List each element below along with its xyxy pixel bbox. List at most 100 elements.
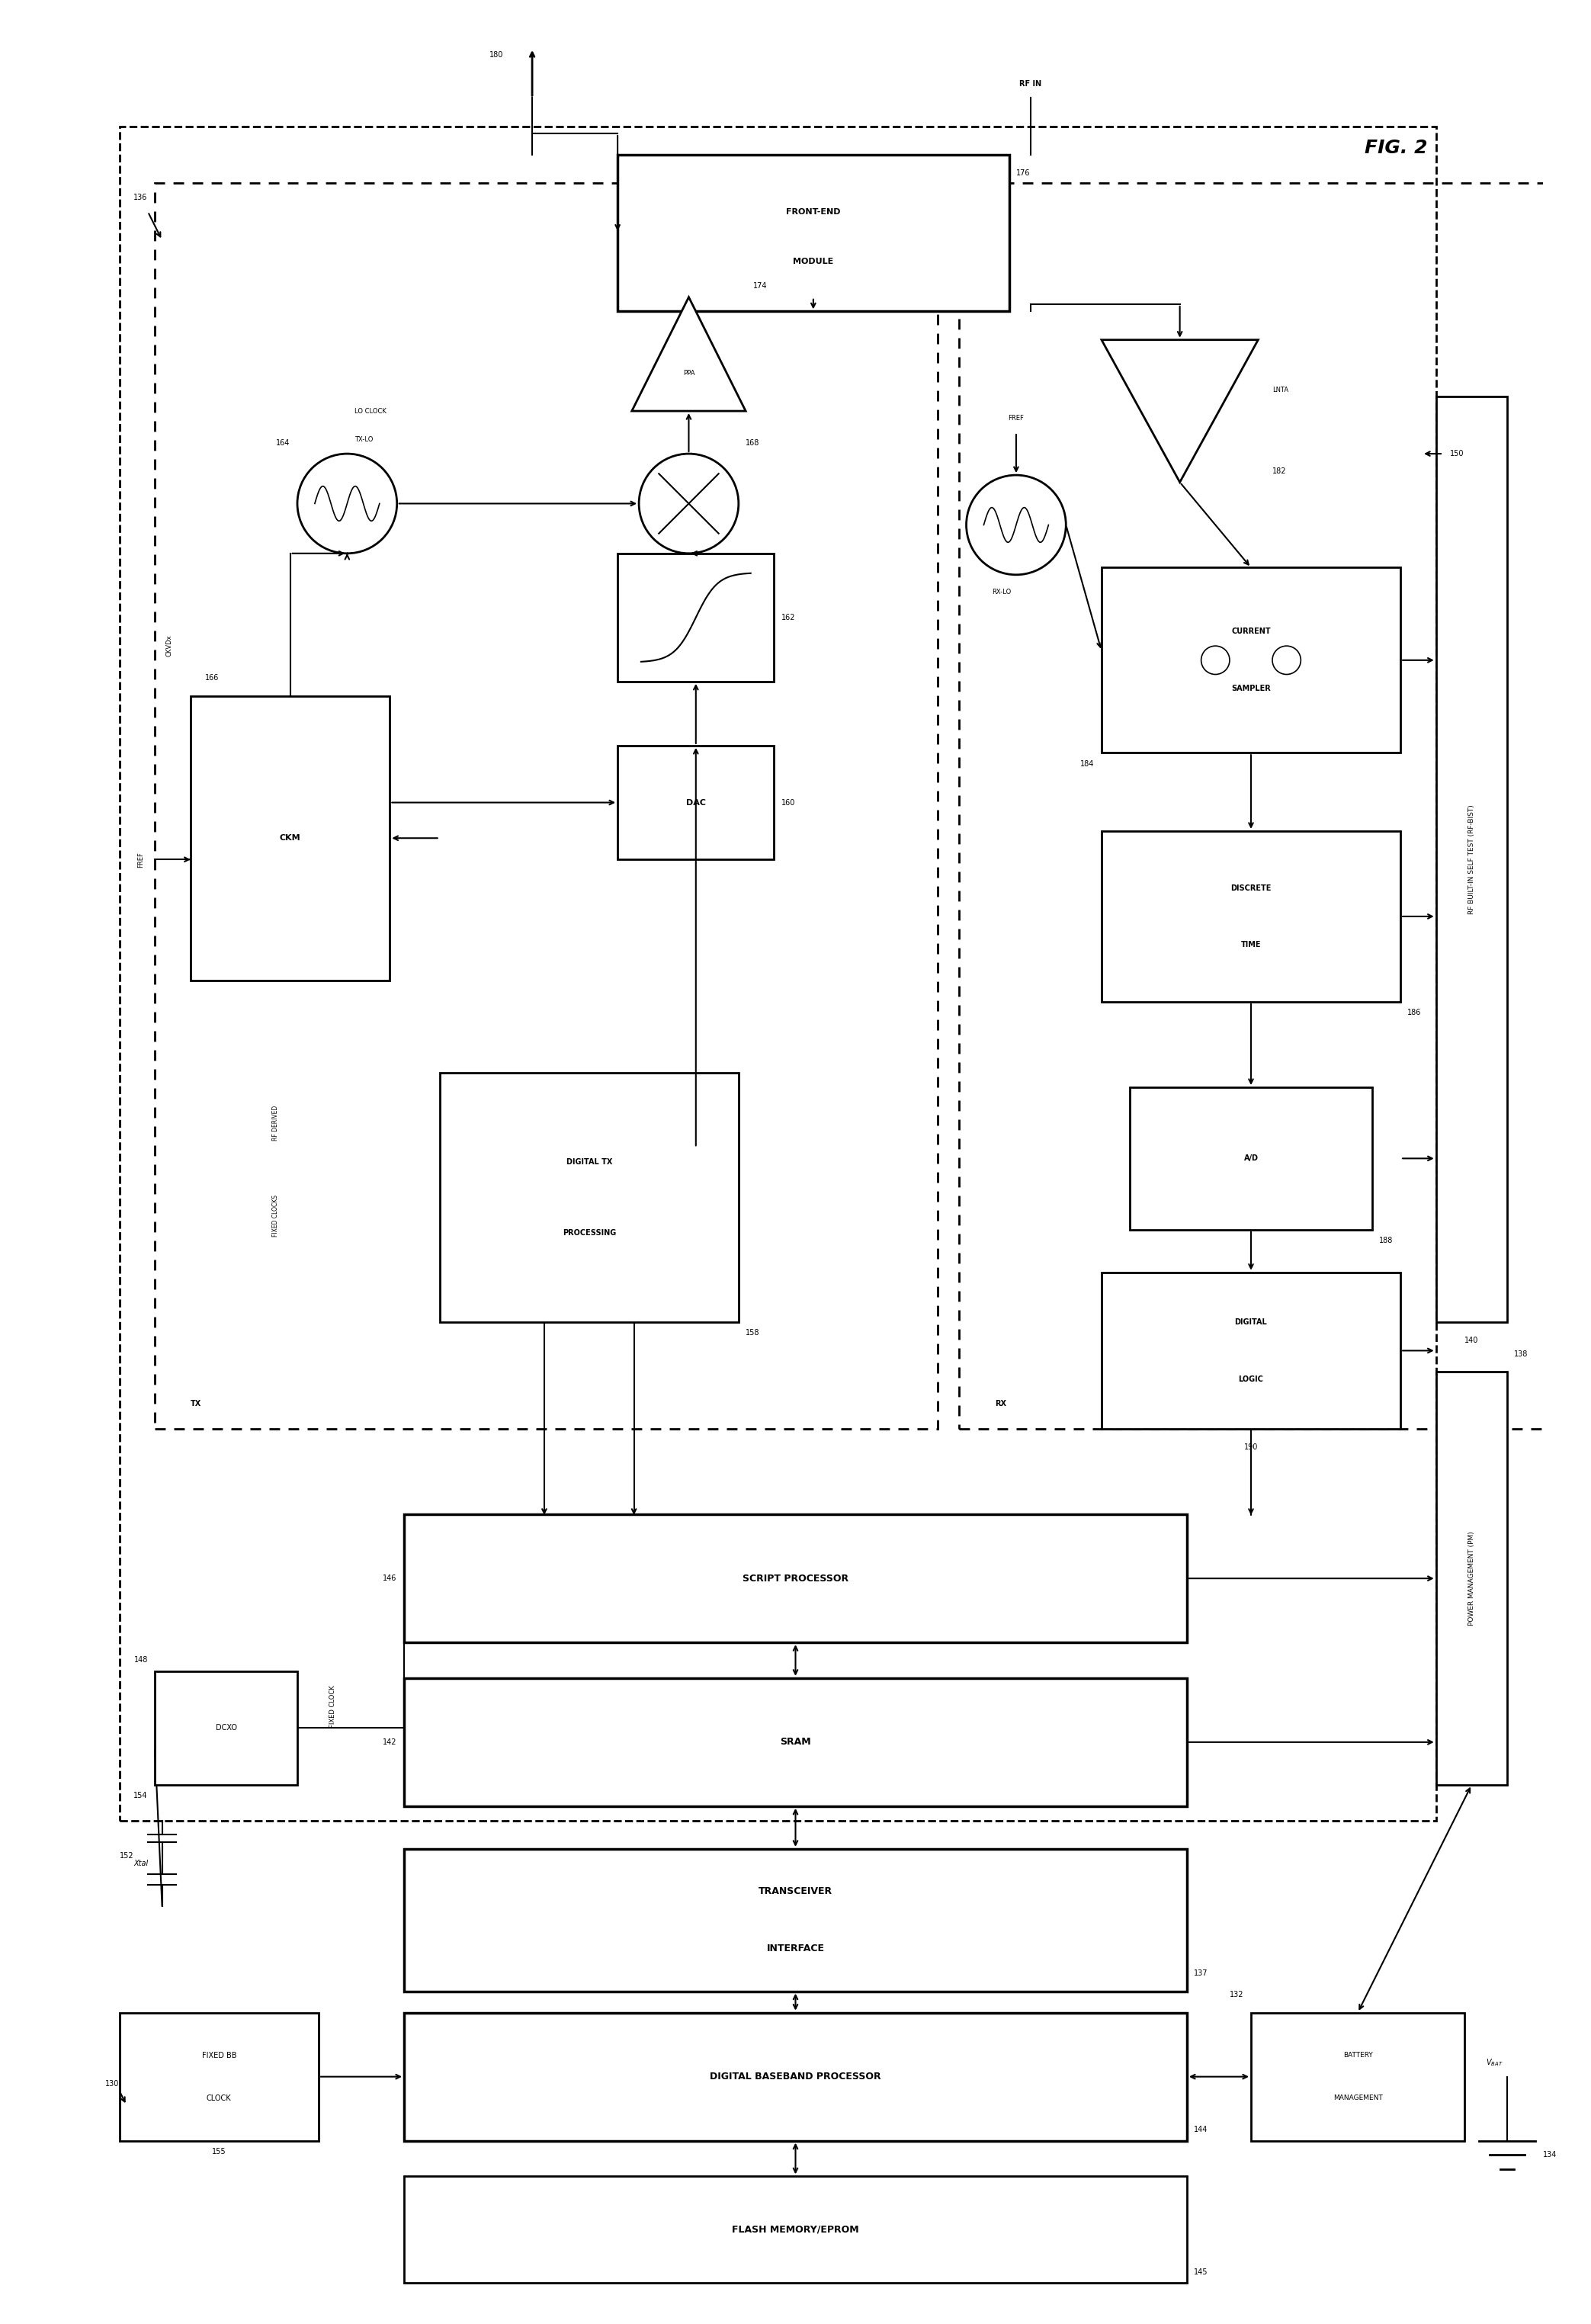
Bar xyxy=(1101,1271,1400,1429)
Text: LNTA: LNTA xyxy=(1273,386,1289,393)
Text: 146: 146 xyxy=(383,1576,396,1583)
Text: TIME: TIME xyxy=(1241,941,1262,948)
Bar xyxy=(617,746,775,860)
Text: SAMPLER: SAMPLER xyxy=(1231,686,1271,693)
Text: 182: 182 xyxy=(1273,467,1287,474)
Text: 154: 154 xyxy=(134,1792,148,1799)
Text: TX-LO: TX-LO xyxy=(355,437,372,444)
Bar xyxy=(404,1515,1187,1643)
Text: PROCESSING: PROCESSING xyxy=(562,1229,616,1236)
Text: LOGIC: LOGIC xyxy=(1238,1376,1263,1383)
Polygon shape xyxy=(632,297,746,411)
Text: FREF: FREF xyxy=(1009,414,1025,421)
Text: DIGITAL TX: DIGITAL TX xyxy=(566,1157,613,1167)
Text: FIXED CLOCKS: FIXED CLOCKS xyxy=(272,1195,280,1236)
Bar xyxy=(1101,567,1400,753)
Text: 184: 184 xyxy=(1080,760,1095,767)
Text: 160: 160 xyxy=(781,799,796,806)
Bar xyxy=(404,1850,1187,1992)
Bar xyxy=(119,125,1437,1820)
Text: 164: 164 xyxy=(277,439,290,446)
Text: 162: 162 xyxy=(781,614,796,621)
Text: FREF: FREF xyxy=(137,851,145,867)
Text: 158: 158 xyxy=(746,1329,760,1336)
Text: CURRENT: CURRENT xyxy=(1231,627,1271,634)
Text: DIGITAL: DIGITAL xyxy=(1235,1318,1268,1327)
Circle shape xyxy=(298,453,396,553)
Text: 136: 136 xyxy=(134,193,148,202)
Bar xyxy=(1130,1088,1371,1229)
Bar xyxy=(1101,832,1400,1002)
Text: DAC: DAC xyxy=(686,799,706,806)
Text: CKM: CKM xyxy=(280,834,301,841)
Text: SCRIPT PROCESSOR: SCRIPT PROCESSOR xyxy=(743,1573,848,1583)
Bar xyxy=(439,1074,738,1322)
Text: 138: 138 xyxy=(1515,1350,1529,1357)
Text: 144: 144 xyxy=(1195,2126,1208,2133)
Text: 142: 142 xyxy=(383,1738,396,1745)
Text: DISCRETE: DISCRETE xyxy=(1231,883,1271,892)
Text: 168: 168 xyxy=(746,439,759,446)
Text: RF IN: RF IN xyxy=(1020,79,1042,88)
Text: 190: 190 xyxy=(1244,1443,1258,1450)
Text: 176: 176 xyxy=(1017,170,1031,177)
Bar xyxy=(119,2013,318,2140)
Text: 188: 188 xyxy=(1379,1236,1394,1243)
Circle shape xyxy=(1273,646,1301,674)
Circle shape xyxy=(966,474,1066,574)
Text: TRANSCEIVER: TRANSCEIVER xyxy=(759,1887,832,1896)
Text: A/D: A/D xyxy=(1244,1155,1258,1162)
Text: 148: 148 xyxy=(134,1657,148,1664)
Circle shape xyxy=(1201,646,1230,674)
Text: 174: 174 xyxy=(753,284,767,290)
Bar xyxy=(154,184,937,1429)
Text: $V_{BAT}$: $V_{BAT}$ xyxy=(1486,2057,1503,2068)
Text: FLASH MEMORY/EPROM: FLASH MEMORY/EPROM xyxy=(732,2224,859,2236)
Text: FIXED BB: FIXED BB xyxy=(202,2052,237,2059)
Bar xyxy=(1437,1371,1507,1785)
Bar xyxy=(404,2175,1187,2282)
Text: POWER MANAGEMENT (PM): POWER MANAGEMENT (PM) xyxy=(1468,1532,1475,1624)
Text: RX: RX xyxy=(994,1399,1006,1408)
Text: 132: 132 xyxy=(1230,1992,1244,1999)
Bar xyxy=(154,1671,298,1785)
Text: TX: TX xyxy=(191,1399,202,1408)
Bar xyxy=(404,2013,1187,2140)
Text: RX-LO: RX-LO xyxy=(993,588,1012,595)
Text: PPA: PPA xyxy=(683,370,695,376)
Text: 137: 137 xyxy=(1195,1968,1208,1978)
Bar xyxy=(959,184,1564,1429)
Text: CLOCK: CLOCK xyxy=(207,2094,231,2101)
Text: 166: 166 xyxy=(205,674,220,681)
Polygon shape xyxy=(1101,339,1258,481)
Text: RF DERIVED: RF DERIVED xyxy=(272,1106,280,1141)
Text: 152: 152 xyxy=(119,1852,134,1859)
Text: CKVDx: CKVDx xyxy=(165,634,173,658)
Text: 186: 186 xyxy=(1408,1009,1422,1016)
Bar xyxy=(617,156,1009,311)
Text: DIGITAL BASEBAND PROCESSOR: DIGITAL BASEBAND PROCESSOR xyxy=(710,2071,881,2082)
Text: INTERFACE: INTERFACE xyxy=(767,1943,824,1954)
Circle shape xyxy=(640,453,738,553)
Text: 150: 150 xyxy=(1451,451,1464,458)
Text: RF BUILT-IN SELF TEST (RF-BIST): RF BUILT-IN SELF TEST (RF-BIST) xyxy=(1468,804,1475,913)
Text: 155: 155 xyxy=(212,2147,226,2154)
Bar xyxy=(1251,2013,1464,2140)
Text: 180: 180 xyxy=(490,51,503,58)
Bar xyxy=(1437,397,1507,1322)
Bar xyxy=(404,1678,1187,1806)
Bar xyxy=(617,553,775,681)
Text: 145: 145 xyxy=(1195,2268,1208,2275)
Text: DCXO: DCXO xyxy=(215,1724,237,1731)
Text: BATTERY: BATTERY xyxy=(1343,2052,1373,2059)
Text: 140: 140 xyxy=(1465,1336,1478,1343)
Text: LO CLOCK: LO CLOCK xyxy=(355,407,387,414)
Text: FRONT-END: FRONT-END xyxy=(786,207,840,216)
Text: MODULE: MODULE xyxy=(792,258,834,265)
Text: FIXED CLOCK: FIXED CLOCK xyxy=(329,1685,336,1727)
Bar xyxy=(191,695,390,981)
Text: Xtal: Xtal xyxy=(134,1859,148,1866)
Text: SRAM: SRAM xyxy=(780,1736,811,1748)
Text: FIG. 2: FIG. 2 xyxy=(1365,139,1427,156)
Text: 134: 134 xyxy=(1543,2152,1556,2159)
